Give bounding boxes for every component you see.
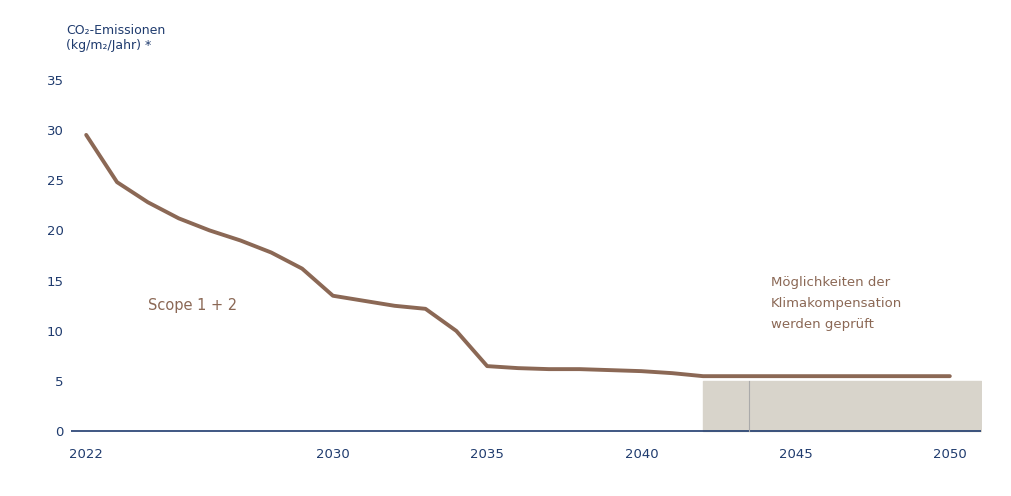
Text: Möglichkeiten der
Klimakompensation
werden geprüft: Möglichkeiten der Klimakompensation werd… [771,276,902,331]
Text: Scope 1 + 2: Scope 1 + 2 [148,298,237,313]
Text: CO₂-Emissionen
(kg/m₂/Jahr) *: CO₂-Emissionen (kg/m₂/Jahr) * [67,24,166,52]
